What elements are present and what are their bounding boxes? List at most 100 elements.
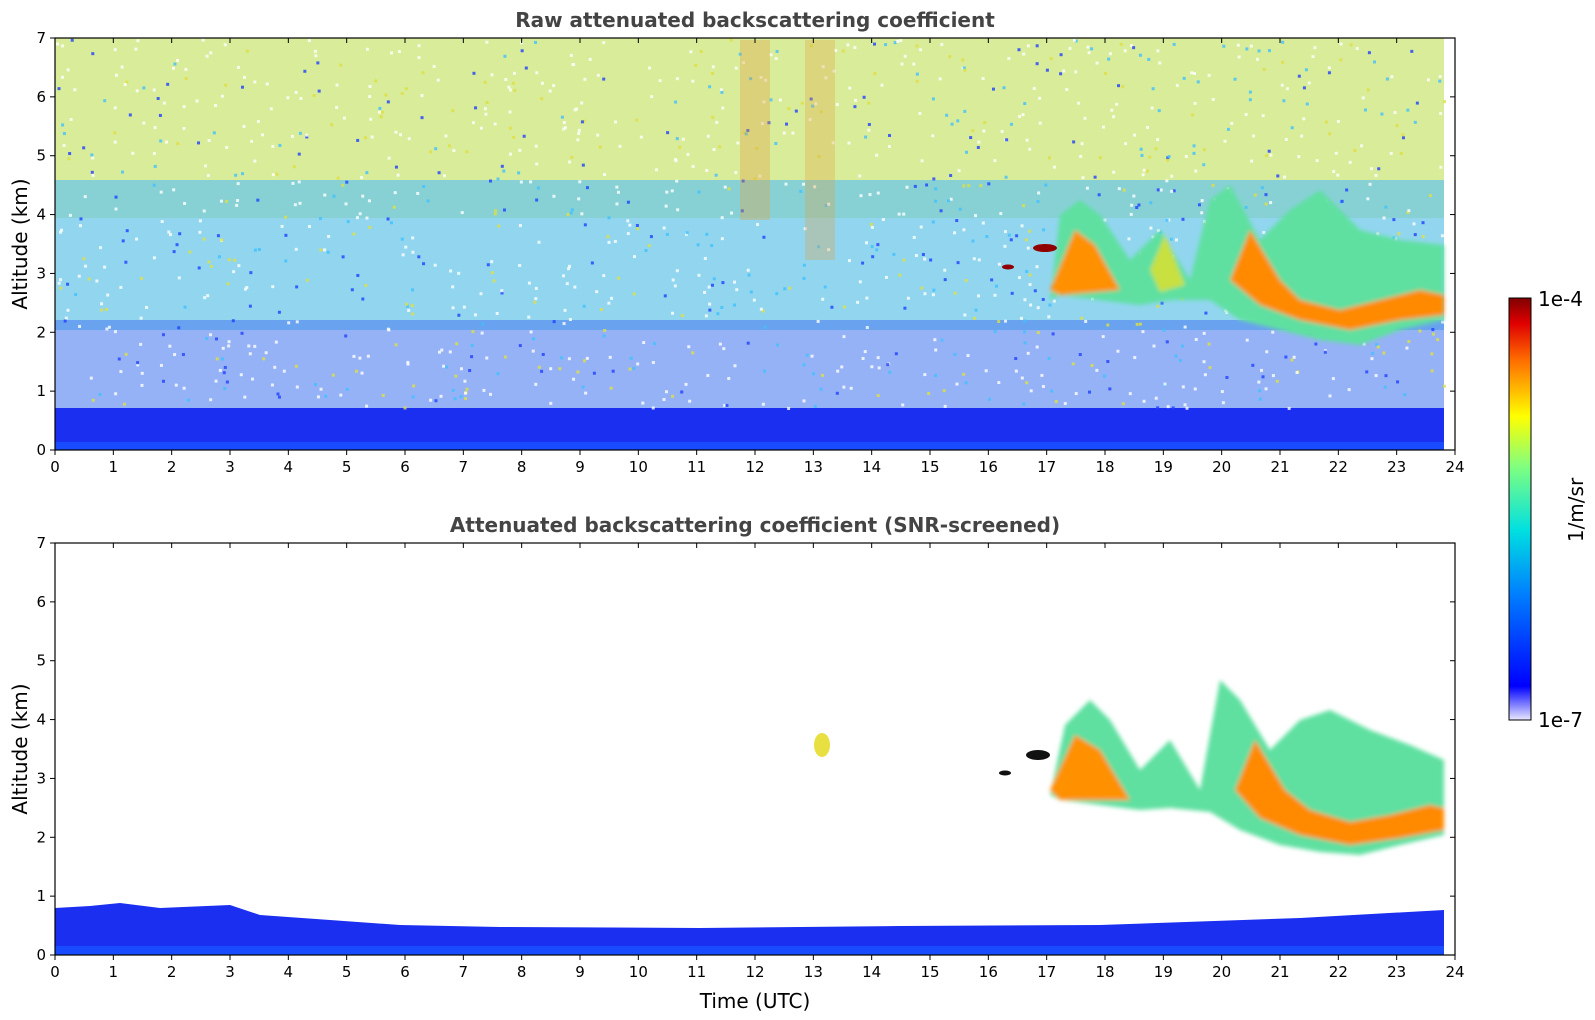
- noise-speckle: [490, 260, 494, 264]
- noise-speckle: [974, 308, 978, 312]
- noise-speckle: [1133, 133, 1137, 137]
- noise-speckle: [481, 322, 485, 326]
- noise-speckle: [236, 65, 240, 69]
- noise-speckle: [1178, 359, 1182, 363]
- noise-speckle: [1003, 244, 1007, 248]
- noise-speckle: [752, 298, 756, 302]
- noise-speckle: [209, 333, 213, 337]
- noise-speckle: [442, 364, 446, 368]
- noise-speckle: [1264, 202, 1268, 206]
- panel1-xtick-label: 7: [459, 458, 469, 476]
- noise-speckle: [411, 312, 415, 316]
- noise-speckle: [489, 392, 493, 396]
- noise-speckle: [352, 354, 356, 358]
- noise-speckle: [369, 117, 373, 121]
- noise-speckle: [1324, 120, 1328, 124]
- colorbar-max-label: 1e-4: [1538, 287, 1583, 311]
- noise-speckle: [444, 134, 448, 138]
- noise-speckle: [213, 104, 217, 108]
- noise-speckle: [576, 138, 580, 142]
- noise-speckle: [1133, 356, 1137, 360]
- panel2-xtick-label: 12: [745, 963, 764, 981]
- noise-speckle: [940, 338, 944, 342]
- noise-speckle: [923, 257, 927, 261]
- noise-speckle: [1368, 182, 1372, 186]
- noise-speckle: [548, 89, 552, 93]
- noise-speckle: [1051, 332, 1055, 336]
- noise-speckle: [673, 284, 677, 288]
- panel2-ytick-label: 0: [36, 946, 46, 964]
- noise-speckle: [1207, 342, 1211, 346]
- noise-speckle: [294, 90, 298, 94]
- noise-speckle: [949, 197, 953, 201]
- panel1-xtick-label: 21: [1270, 458, 1289, 476]
- noise-speckle: [1380, 112, 1384, 116]
- noise-speckle: [1360, 144, 1364, 148]
- noise-speckle: [955, 382, 959, 386]
- noise-speckle: [379, 115, 383, 119]
- noise-speckle: [993, 293, 997, 297]
- noise-speckle: [1392, 218, 1396, 222]
- panel2-xtick-label: 6: [400, 963, 410, 981]
- noise-speckle: [721, 106, 725, 110]
- noise-speckle: [1413, 233, 1417, 237]
- noise-speckle: [381, 393, 385, 397]
- noise-speckle: [665, 232, 669, 236]
- noise-speckle: [159, 190, 163, 194]
- noise-speckle: [172, 250, 176, 254]
- noise-speckle: [434, 147, 438, 151]
- noise-speckle: [1018, 276, 1022, 280]
- noise-speckle: [223, 387, 227, 391]
- noise-speckle: [966, 354, 970, 358]
- noise-speckle: [1438, 79, 1442, 83]
- panel2-yticks: 0 1 2 3 4 5 6 7: [36, 534, 1455, 964]
- noise-speckle: [596, 133, 600, 137]
- noise-speckle: [114, 207, 118, 211]
- noise-speckle: [1129, 212, 1133, 216]
- panel1-cirrus: [1050, 185, 1444, 345]
- noise-speckle: [725, 403, 729, 407]
- noise-speckle: [358, 356, 362, 360]
- panel2-boundary-layer: [55, 903, 1444, 955]
- noise-speckle: [356, 138, 360, 142]
- noise-speckle: [1261, 114, 1265, 118]
- noise-speckle: [675, 269, 679, 273]
- noise-speckle: [1374, 374, 1378, 378]
- noise-speckle: [1287, 406, 1291, 410]
- noise-speckle: [231, 319, 235, 323]
- noise-speckle: [876, 191, 880, 195]
- noise-speckle: [1040, 373, 1044, 377]
- noise-speckle: [511, 81, 515, 85]
- noise-speckle: [401, 253, 405, 257]
- noise-speckle: [468, 369, 472, 373]
- noise-speckle: [581, 163, 585, 167]
- noise-speckle: [451, 285, 455, 289]
- noise-speckle: [1415, 101, 1419, 105]
- noise-speckle: [119, 285, 123, 289]
- noise-speckle: [520, 49, 524, 53]
- noise-speckle: [262, 357, 266, 361]
- noise-speckle: [207, 260, 211, 264]
- noise-speckle: [295, 320, 299, 324]
- noise-speckle: [688, 399, 692, 403]
- noise-speckle: [1230, 121, 1234, 125]
- noise-speckle: [82, 146, 86, 150]
- noise-speckle: [552, 194, 556, 198]
- noise-speckle: [1202, 360, 1206, 364]
- noise-speckle: [291, 134, 295, 138]
- noise-speckle: [1007, 233, 1011, 237]
- panel2-title: Attenuated backscattering coefficient (S…: [450, 513, 1060, 537]
- panel1-xtick-label: 5: [342, 458, 352, 476]
- noise-speckle: [1373, 60, 1377, 64]
- noise-speckle: [186, 398, 190, 402]
- noise-speckle: [861, 261, 865, 265]
- noise-speckle: [1035, 44, 1039, 48]
- panel-raw: Raw attenuated backscattering coefficien…: [8, 8, 1465, 476]
- noise-speckle: [166, 82, 170, 86]
- noise-speckle: [784, 182, 788, 186]
- noise-speckle: [215, 337, 219, 341]
- noise-speckle: [595, 290, 599, 294]
- noise-speckle: [533, 40, 537, 44]
- noise-speckle: [705, 232, 709, 236]
- noise-speckle: [1222, 44, 1226, 48]
